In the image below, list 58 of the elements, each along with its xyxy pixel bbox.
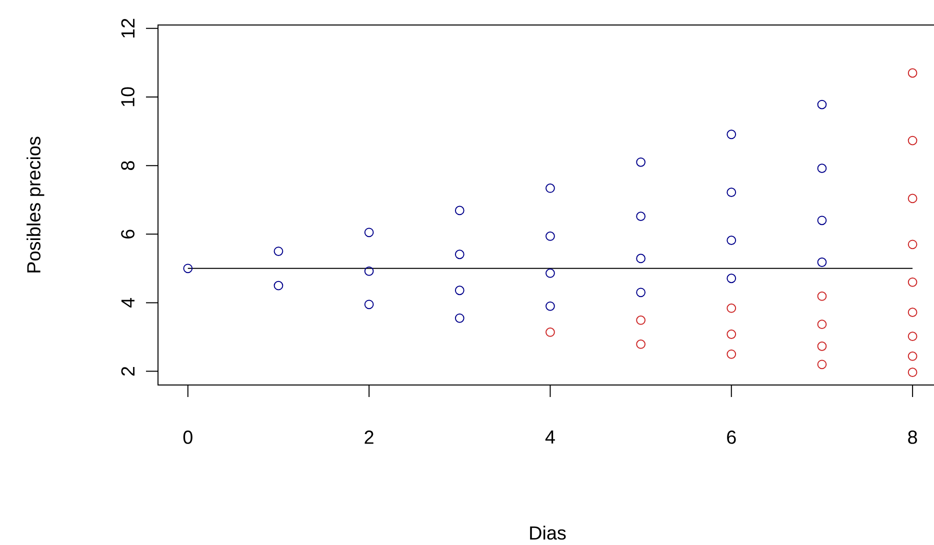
y-tick-label: 8 <box>121 161 134 170</box>
x-tick-label: 6 <box>727 430 736 444</box>
point <box>817 320 827 330</box>
x-tick-label: 8 <box>908 430 917 444</box>
point <box>817 216 827 226</box>
point <box>183 264 193 274</box>
y-tick-label: 10 <box>121 87 134 106</box>
x-tick-label: 0 <box>183 430 192 444</box>
point <box>546 328 555 337</box>
point <box>726 130 736 140</box>
y-tick-label: 4 <box>121 298 134 308</box>
x-tick-label: 4 <box>545 430 555 444</box>
point <box>817 258 827 267</box>
point <box>636 340 646 349</box>
point <box>726 330 736 339</box>
point <box>908 68 918 78</box>
point <box>364 266 374 276</box>
point <box>454 313 464 323</box>
point <box>908 332 918 342</box>
point <box>636 288 646 298</box>
y-tick-label: 2 <box>121 366 134 376</box>
point <box>817 164 827 174</box>
point <box>726 304 736 313</box>
point <box>908 368 918 378</box>
point <box>817 100 827 110</box>
point <box>454 286 464 296</box>
y-axis-title: Posibles precios <box>26 136 44 272</box>
point <box>726 274 736 284</box>
point <box>726 349 736 359</box>
point <box>636 254 646 264</box>
y-tick-label: 6 <box>121 230 134 238</box>
point <box>636 316 646 325</box>
point <box>454 250 464 260</box>
point <box>817 360 827 370</box>
point <box>817 342 827 351</box>
point <box>636 157 646 167</box>
point <box>274 280 284 290</box>
point <box>726 236 736 246</box>
y-tick-label: 12 <box>121 18 134 38</box>
point <box>364 300 374 310</box>
point <box>908 277 918 287</box>
point <box>908 352 918 361</box>
point <box>908 136 918 146</box>
x-tick-label: 2 <box>364 430 374 444</box>
point <box>817 292 827 301</box>
point <box>274 246 284 256</box>
point <box>726 188 736 198</box>
point <box>636 212 646 222</box>
point <box>454 206 464 216</box>
point <box>546 232 555 241</box>
point <box>908 194 918 204</box>
x-axis-title: Dias <box>530 526 566 540</box>
point <box>364 228 374 238</box>
point <box>546 301 555 311</box>
point <box>546 183 555 193</box>
point <box>908 240 918 250</box>
point <box>908 308 918 318</box>
point <box>546 268 555 278</box>
